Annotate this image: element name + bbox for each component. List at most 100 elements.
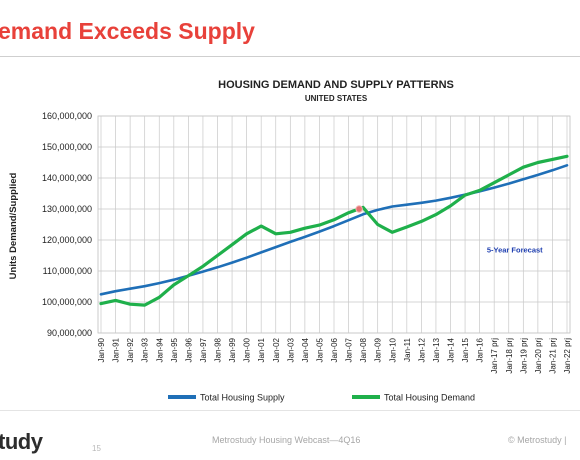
x-tick-label: Jan-06 [330, 337, 339, 362]
x-tick-label: Jan-14 [447, 337, 456, 362]
x-tick-label: Jan-96 [184, 337, 193, 362]
crossover-marker [355, 205, 363, 213]
supply-point [391, 205, 394, 208]
x-axis: Jan-90 Jan-91 Jan-92 Jan-93 Jan-94 Jan-95 Jan-… [97, 337, 572, 373]
demand-point [493, 181, 496, 184]
demand-point [507, 174, 510, 176]
demand-point [158, 296, 161, 299]
legend-label-supply: Total Housing Supply [200, 393, 285, 403]
demand-point [536, 161, 539, 164]
demand-point [231, 243, 233, 246]
demand-point [202, 265, 204, 268]
supply-point [202, 270, 204, 273]
x-tick-label: Jan-91 [112, 337, 121, 362]
demand-point [303, 227, 306, 230]
grid-lines [98, 115, 570, 334]
legend: Total Housing Supply Total Housing Demand [168, 393, 475, 403]
supply-point [362, 213, 365, 216]
y-tick-label: 110,000,000 [43, 266, 92, 276]
supply-point [274, 246, 277, 249]
supply-point [216, 266, 219, 269]
x-tick-label: Jan-13 [432, 337, 441, 362]
supply-point [143, 285, 146, 288]
demand-point [362, 206, 365, 209]
demand-point [478, 189, 481, 192]
x-tick-label: Jan-92 [126, 337, 135, 362]
demand-point [391, 231, 394, 234]
supply-point [245, 256, 248, 259]
x-tick-label: Jan-01 [257, 337, 266, 362]
demand-point [464, 194, 466, 196]
x-tick-label: Jan-12 [417, 337, 426, 362]
demand-point [420, 220, 423, 223]
x-tick-label: Jan-08 [359, 337, 368, 362]
demand-point [551, 158, 554, 161]
x-tick-label: Jan-03 [286, 337, 295, 362]
demand-point [100, 302, 102, 305]
copyright: © Metrostudy | [508, 435, 567, 445]
x-tick-label: Jan-99 [228, 337, 237, 362]
supply-point [449, 196, 452, 199]
demand-point [245, 232, 248, 235]
supply-point [435, 199, 437, 202]
x-tick-label: Jan-16 [476, 337, 485, 362]
demand-point [274, 232, 277, 235]
plot-area [97, 115, 571, 334]
supply-point [114, 290, 117, 293]
demand-point [216, 254, 219, 257]
x-tick-label: Jan-93 [141, 337, 150, 362]
demand-point [435, 213, 437, 216]
x-tick-label: Jan-21 prj [548, 338, 557, 374]
footer: tudy 15 Metrostudy Housing Webcast—4Q16 … [0, 411, 580, 460]
supply-point [129, 287, 132, 290]
demand-point [187, 274, 190, 277]
x-tick-label: Jan-20 prj [534, 338, 543, 374]
y-axis-label: Units Demand/Supplied [8, 172, 19, 279]
demand-point [289, 231, 292, 234]
y-tick-label: 100,000,000 [42, 297, 92, 307]
y-tick-label: 140,000,000 [42, 173, 92, 183]
demand-point [143, 304, 146, 306]
x-tick-label: Jan-10 [388, 337, 397, 362]
supply-point [347, 219, 350, 222]
chart-subtitle: UNITED STATES [305, 94, 368, 103]
supply-point [333, 225, 335, 227]
x-tick-label: Jan-97 [199, 337, 208, 362]
demand-point [376, 223, 379, 226]
y-tick-label: 90,000,000 [47, 328, 92, 338]
y-tick-label: 120,000,000 [42, 235, 92, 245]
x-tick-label: Jan-07 [345, 337, 354, 362]
supply-point [260, 251, 263, 254]
supply-point [231, 261, 233, 264]
x-tick-label: Jan-17 prj [490, 338, 499, 374]
series-lines [99, 154, 569, 307]
y-axis: 90,000,000 100,000,000 110,000,000 120,000,… [42, 111, 92, 338]
x-tick-label: Jan-98 [214, 337, 223, 362]
chart-title: HOUSING DEMAND AND SUPPLY PATTERNS [218, 79, 454, 91]
x-tick-label: Jan-90 [97, 337, 106, 362]
supply-point [289, 240, 292, 243]
x-tick-label: Jan-22 prj [563, 338, 572, 374]
x-tick-label: Jan-09 [374, 337, 383, 362]
legend-label-demand: Total Housing Demand [384, 393, 475, 403]
demand-point [347, 211, 350, 214]
supply-point [376, 209, 379, 211]
metrostudy-logo: tudy [0, 429, 43, 454]
forecast-annotation: 5-Year Forecast [487, 245, 543, 254]
page-number: 15 [92, 444, 101, 453]
supply-point [522, 178, 525, 181]
x-tick-label: Jan-15 [461, 337, 470, 362]
y-tick-label: 130,000,000 [42, 204, 92, 214]
title-divider [0, 56, 580, 57]
webcast-label: Metrostudy Housing Webcast—4Q16 [212, 435, 361, 445]
housing-chart: HOUSING DEMAND AND SUPPLY PATTERNS UNITE… [8, 79, 572, 403]
supply-point [493, 186, 496, 189]
y-tick-label: 150,000,000 [42, 142, 92, 152]
x-tick-label: Jan-04 [301, 337, 310, 362]
demand-point [260, 225, 263, 227]
demand-point [566, 155, 568, 158]
demand-point [522, 166, 525, 169]
supply-point [405, 203, 408, 206]
supply-point [420, 201, 423, 204]
demand-point [129, 303, 132, 306]
